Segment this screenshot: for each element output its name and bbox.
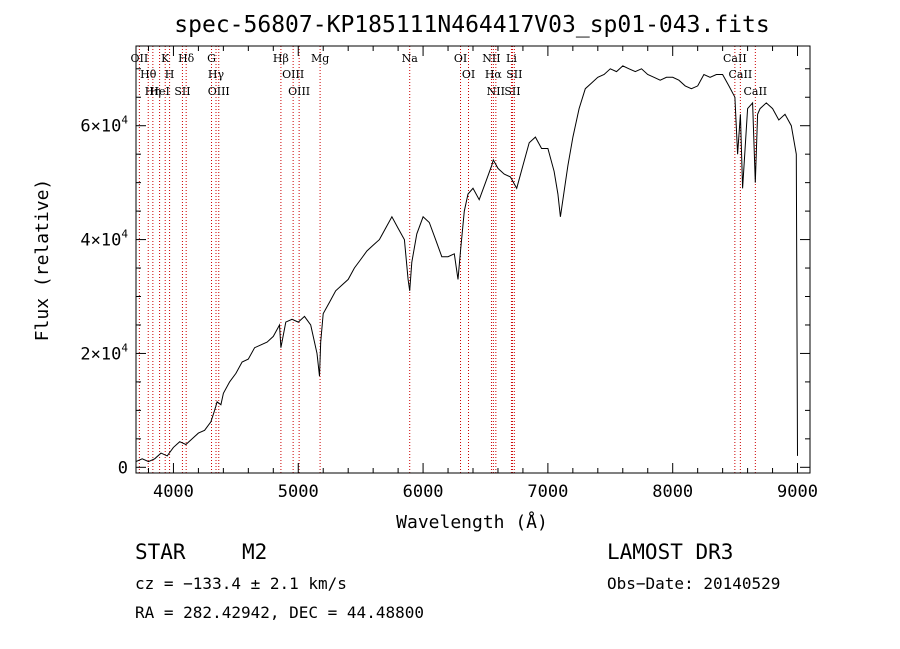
spectral-line-label: HeI bbox=[149, 85, 169, 98]
axis-ticks: 4000 5000 6000 7000 8000 9000 0 2×104 4×104 6×104 bbox=[80, 46, 818, 502]
obs-date: Obs−Date: 20140529 bbox=[607, 574, 781, 593]
spectral-line-label: K bbox=[161, 52, 170, 65]
survey-name: LAMOST DR3 bbox=[607, 540, 734, 564]
y-tick-label: 0 bbox=[118, 458, 128, 478]
x-tick-label: 6000 bbox=[403, 482, 444, 502]
spectral-line-label: Hγ bbox=[208, 68, 225, 81]
spectral-line-label: Na bbox=[402, 52, 419, 65]
x-tick-label: 7000 bbox=[527, 482, 568, 502]
object-class: STAR bbox=[135, 540, 186, 564]
spectral-line-label: Hθ bbox=[140, 68, 157, 81]
spectral-line-label: OII bbox=[131, 52, 149, 65]
spectral-line-label: G bbox=[207, 52, 216, 65]
coordinates: RA = 282.42942, DEC = 44.48800 bbox=[135, 603, 424, 622]
spectral-line-label: SII bbox=[174, 85, 190, 98]
x-tick-label: 4000 bbox=[153, 482, 194, 502]
chart-title: spec-56807-KP185111N464417V03_sp01-043.f… bbox=[174, 12, 769, 38]
spectral-line-label: OIII bbox=[282, 68, 304, 81]
plot-frame bbox=[135, 45, 811, 474]
spectral-line-label: H bbox=[165, 68, 175, 81]
spectral-line-label: Hη bbox=[145, 85, 161, 98]
spectral-line-label: OIII bbox=[208, 85, 230, 98]
x-tick-label: 8000 bbox=[652, 482, 693, 502]
spectrum-series bbox=[135, 65, 798, 463]
x-tick-label: 9000 bbox=[777, 482, 818, 502]
spectral-line-label: OI bbox=[454, 52, 467, 65]
spectral-line-label: Hα bbox=[485, 68, 503, 81]
spectral-line-label: OI bbox=[462, 68, 475, 81]
y-tick-label: 4×104 bbox=[80, 228, 128, 251]
spectral-line-label: Mg bbox=[311, 52, 329, 65]
y-tick-label: 6×104 bbox=[80, 114, 128, 137]
spectral-line-label: CaII bbox=[743, 85, 767, 98]
y-axis-label: Flux (relative) bbox=[32, 179, 53, 342]
spectral-line-label: NII bbox=[487, 85, 505, 98]
x-tick-label: 5000 bbox=[278, 482, 319, 502]
emission-line-labels: OII Hθ Hη KH HeI Hδ SII G Hγ OIII Hβ OIII OIII Mg Na OI… bbox=[131, 52, 768, 98]
spectral-line-label: Hβ bbox=[273, 52, 289, 65]
spectral-line-label: Hδ bbox=[178, 52, 195, 65]
spectral-line-label: SII bbox=[504, 85, 520, 98]
x-axis-label: Wavelength (Å) bbox=[396, 511, 548, 533]
spectral-line-label: SII bbox=[506, 68, 522, 81]
spectral-line-label: Li bbox=[506, 52, 517, 65]
object-subclass: M2 bbox=[242, 540, 268, 564]
spectral-line-label: CaII bbox=[729, 68, 753, 81]
spectral-line-label: NII bbox=[482, 52, 500, 65]
spectral-line-label: OIII bbox=[288, 85, 310, 98]
spectral-line-label: CaII bbox=[723, 52, 747, 65]
emission-line-markers bbox=[138, 46, 756, 473]
redshift-text: cz = −133.4 ± 2.1 km/s bbox=[135, 574, 347, 593]
y-tick-label: 2×104 bbox=[80, 341, 128, 364]
